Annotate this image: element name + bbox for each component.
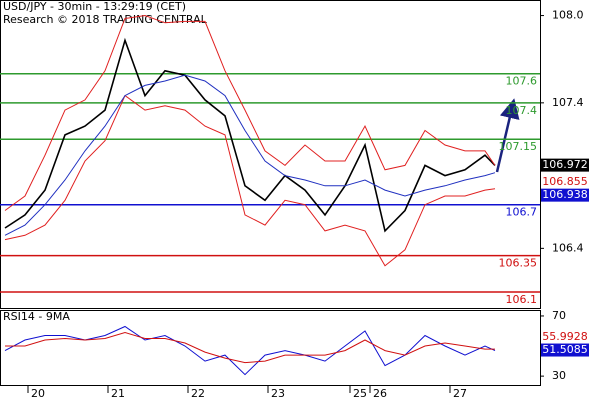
last-value-label: 106.972 — [542, 158, 588, 171]
y-tick-label: 108.0 — [552, 9, 584, 22]
series-line — [4, 325, 496, 376]
chart-subtitle: Research © 2018 TRADING CENTRAL — [3, 13, 208, 26]
rsi-frame — [0, 310, 541, 386]
series-line — [4, 94, 496, 267]
last-value-label: 51.5085 — [542, 343, 588, 356]
last-value-label: 55.9928 — [542, 330, 588, 343]
series-line — [4, 37, 496, 233]
y-tick-label: 107.4 — [552, 96, 584, 109]
rsi-title: RSI14 - 9MA — [3, 310, 70, 323]
last-value-box — [541, 188, 589, 202]
series-line — [4, 74, 496, 236]
x-tick-label: 22 — [191, 387, 205, 400]
level-label: 106.1 — [506, 293, 538, 306]
series-line — [4, 14, 496, 211]
forecast-arrow — [495, 98, 520, 173]
x-tick-label: 25 — [353, 387, 367, 400]
series-line — [5, 331, 495, 364]
level-label: 106.35 — [499, 257, 538, 270]
last-value-label: 106.855 — [542, 175, 588, 188]
x-tick-label: 27 — [453, 387, 467, 400]
x-tick-label: 23 — [271, 387, 285, 400]
x-tick-label: 20 — [31, 387, 45, 400]
last-value-box — [541, 158, 589, 172]
level-label: 106.7 — [506, 206, 538, 219]
last-value-box — [541, 343, 589, 357]
y-tick-label: 30 — [552, 369, 566, 382]
last-value-label: 106.938 — [542, 188, 588, 201]
level-label: 107.4 — [506, 104, 538, 117]
level-label: 107.15 — [499, 140, 538, 153]
main-frame — [0, 0, 541, 309]
y-tick-label: 70 — [552, 309, 566, 322]
level-label: 107.6 — [506, 75, 538, 88]
y-tick-label: 106.4 — [552, 241, 584, 254]
x-tick-label: 21 — [111, 387, 125, 400]
chart-title: USD/JPY - 30min - 13:29:19 (CET) — [3, 0, 186, 13]
x-tick-label: 26 — [373, 387, 387, 400]
